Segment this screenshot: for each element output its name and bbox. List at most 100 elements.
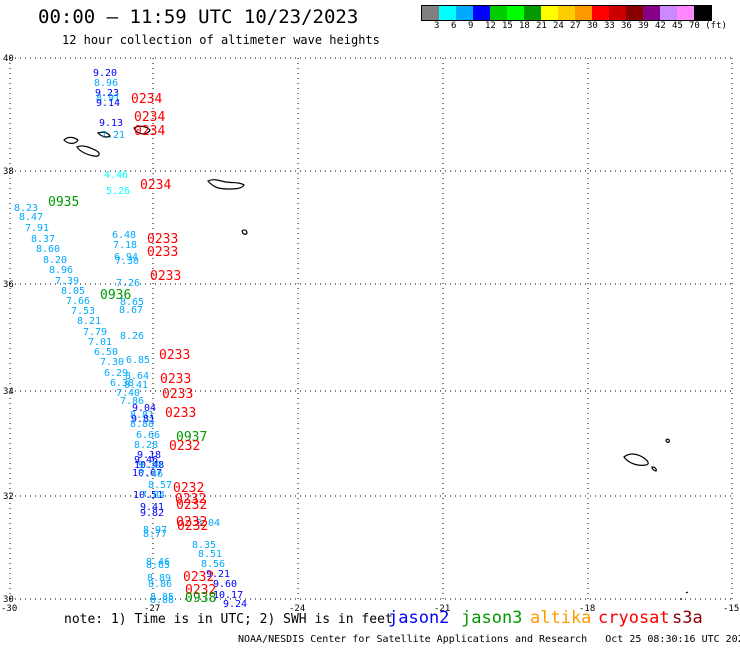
island-sao-jorge <box>96 131 111 138</box>
wave-height-label: 7.46 <box>139 469 163 480</box>
color-swatch <box>524 6 541 20</box>
color-swatch <box>643 6 660 20</box>
pass-time-label: 0233 <box>162 387 193 402</box>
pass-time-label: 0234 <box>140 178 171 193</box>
color-scale-label: 70 (ft) <box>689 21 727 31</box>
color-scale-label: 3 <box>434 21 440 31</box>
lat-lon-grid <box>9 57 733 600</box>
island-flores <box>63 136 79 144</box>
wave-height-label: 6.48 <box>112 230 136 241</box>
wave-height-label: 6.85 <box>126 355 150 366</box>
lon-label: -30 <box>1 604 17 614</box>
wave-height-label: 8.47 <box>19 212 43 223</box>
wave-height-label: 7.18 <box>113 240 137 251</box>
pass-time-label: 0233 <box>165 406 196 421</box>
pass-time-label: 0233 <box>160 372 191 387</box>
wave-height-label: 8.97 <box>143 525 167 536</box>
wave-height-label: 6.38 <box>110 378 134 389</box>
wave-height-label: 10.51 <box>133 490 163 501</box>
pass-time-label: 0232 <box>176 498 207 513</box>
color-scale-label: 42 <box>655 21 666 31</box>
pass-time-label: 0936 <box>100 288 131 303</box>
pass-time-label: 0234 <box>134 124 165 139</box>
page-title: 00:00 – 11:59 UTC 10/23/2023 <box>38 6 359 28</box>
wave-height-label: 6.94 <box>114 252 138 263</box>
pass-time-label: 0232 <box>176 515 207 530</box>
legend-item-jason3: jason3 <box>461 608 523 628</box>
lat-label: 38 <box>3 167 14 177</box>
color-swatch <box>558 6 575 20</box>
pass-time-label: 0232 <box>173 481 204 496</box>
wave-height-label: 9.24 <box>223 599 247 610</box>
wave-height-label: 7.30 <box>100 357 124 368</box>
wave-height-label: 8.46 <box>146 557 170 568</box>
lon-label: -18 <box>579 604 595 614</box>
pass-time-label: 0233 <box>159 348 190 363</box>
color-scale-label: 30 <box>587 21 598 31</box>
wave-height-label: 9.21 <box>206 569 230 580</box>
color-swatch <box>422 6 439 20</box>
wave-height-label: 8.65 <box>120 297 144 308</box>
wave-height-label: 8.56 <box>201 559 225 570</box>
color-scale-label: 27 <box>570 21 581 31</box>
wave-height-label: 8.57 <box>148 480 172 491</box>
island-madeira-small <box>651 466 657 472</box>
island-santa-maria <box>241 229 248 235</box>
wave-height-label: 6.29 <box>104 368 128 379</box>
wave-height-label: 8.81 <box>130 410 154 421</box>
wave-height-label: 8.51 <box>198 549 222 560</box>
island-sao-miguel <box>207 179 245 190</box>
pass-time-label: 0234 <box>134 110 165 125</box>
wave-height-label: 8.04 <box>196 518 220 529</box>
coastlines <box>63 125 689 600</box>
wave-height-label: 7.53 <box>71 306 95 317</box>
lat-label: 34 <box>3 387 14 397</box>
island-porto-santo <box>665 438 670 443</box>
pass-time-label: 0232 <box>169 439 200 454</box>
pass-time-label: 0234 <box>131 92 162 107</box>
wave-height-label: 8.41 <box>124 380 148 391</box>
wave-height-label: 8.77 <box>143 529 167 540</box>
wave-height-label: 7.26 <box>116 278 140 289</box>
page-subtitle: 12 hour collection of altimeter wave hei… <box>62 33 380 47</box>
lat-label: 40 <box>3 54 14 64</box>
island-faial <box>133 125 151 135</box>
wave-height-label: 10.67 <box>132 468 162 479</box>
lat-label: 30 <box>3 595 14 605</box>
color-swatch <box>592 6 609 20</box>
color-scale-label: 9 <box>468 21 474 31</box>
color-swatch <box>473 6 490 20</box>
color-scale-label: 39 <box>638 21 649 31</box>
wave-height-label: 7.66 <box>66 296 90 307</box>
wave-height-label: 8.23 <box>14 203 38 214</box>
wave-height-label: 9.14 <box>96 98 120 109</box>
pass-time-label: 0938 <box>185 591 216 606</box>
color-swatch <box>626 6 643 20</box>
pass-time-label: 0232 <box>183 570 214 585</box>
pass-time-label: 0233 <box>150 269 181 284</box>
color-swatch <box>694 6 711 20</box>
color-swatch <box>490 6 507 20</box>
wave-height-label: 9.46 <box>134 455 158 466</box>
color-scale-label: 18 <box>519 21 530 31</box>
wave-height-label: 8.88 <box>130 419 154 430</box>
lon-label: -27 <box>144 604 160 614</box>
pass-time-label: 0232 <box>175 492 206 507</box>
wave-height-label: 6.50 <box>94 347 118 358</box>
wave-height-label: 7.40 <box>116 388 140 399</box>
pass-time-label: 0232 <box>177 519 208 534</box>
pass-time-label: 0937 <box>176 430 207 445</box>
legend-item-s3a: s3a <box>672 608 703 628</box>
color-scale-label: 6 <box>451 21 457 31</box>
footer-note: note: 1) Time is in UTC; 2) SWH is in fe… <box>64 612 393 627</box>
wave-height-label: 9.18 <box>137 450 161 461</box>
wave-height-label: 7.30 <box>115 256 139 267</box>
pass-time-label: 0935 <box>48 195 79 210</box>
wave-height-label: 7.39 <box>55 276 79 287</box>
wave-height-label: 8.35 <box>192 540 216 551</box>
wave-height-label: 8.26 <box>120 331 144 342</box>
axis-labels: 40 38 36 34 32 30-30 -27 -24 -21 -18 -15 <box>1 54 739 614</box>
wave-height-label: 9.13 <box>99 118 123 129</box>
color-scale-label: 36 <box>621 21 632 31</box>
wave-height-label: 7.21 <box>101 130 125 141</box>
